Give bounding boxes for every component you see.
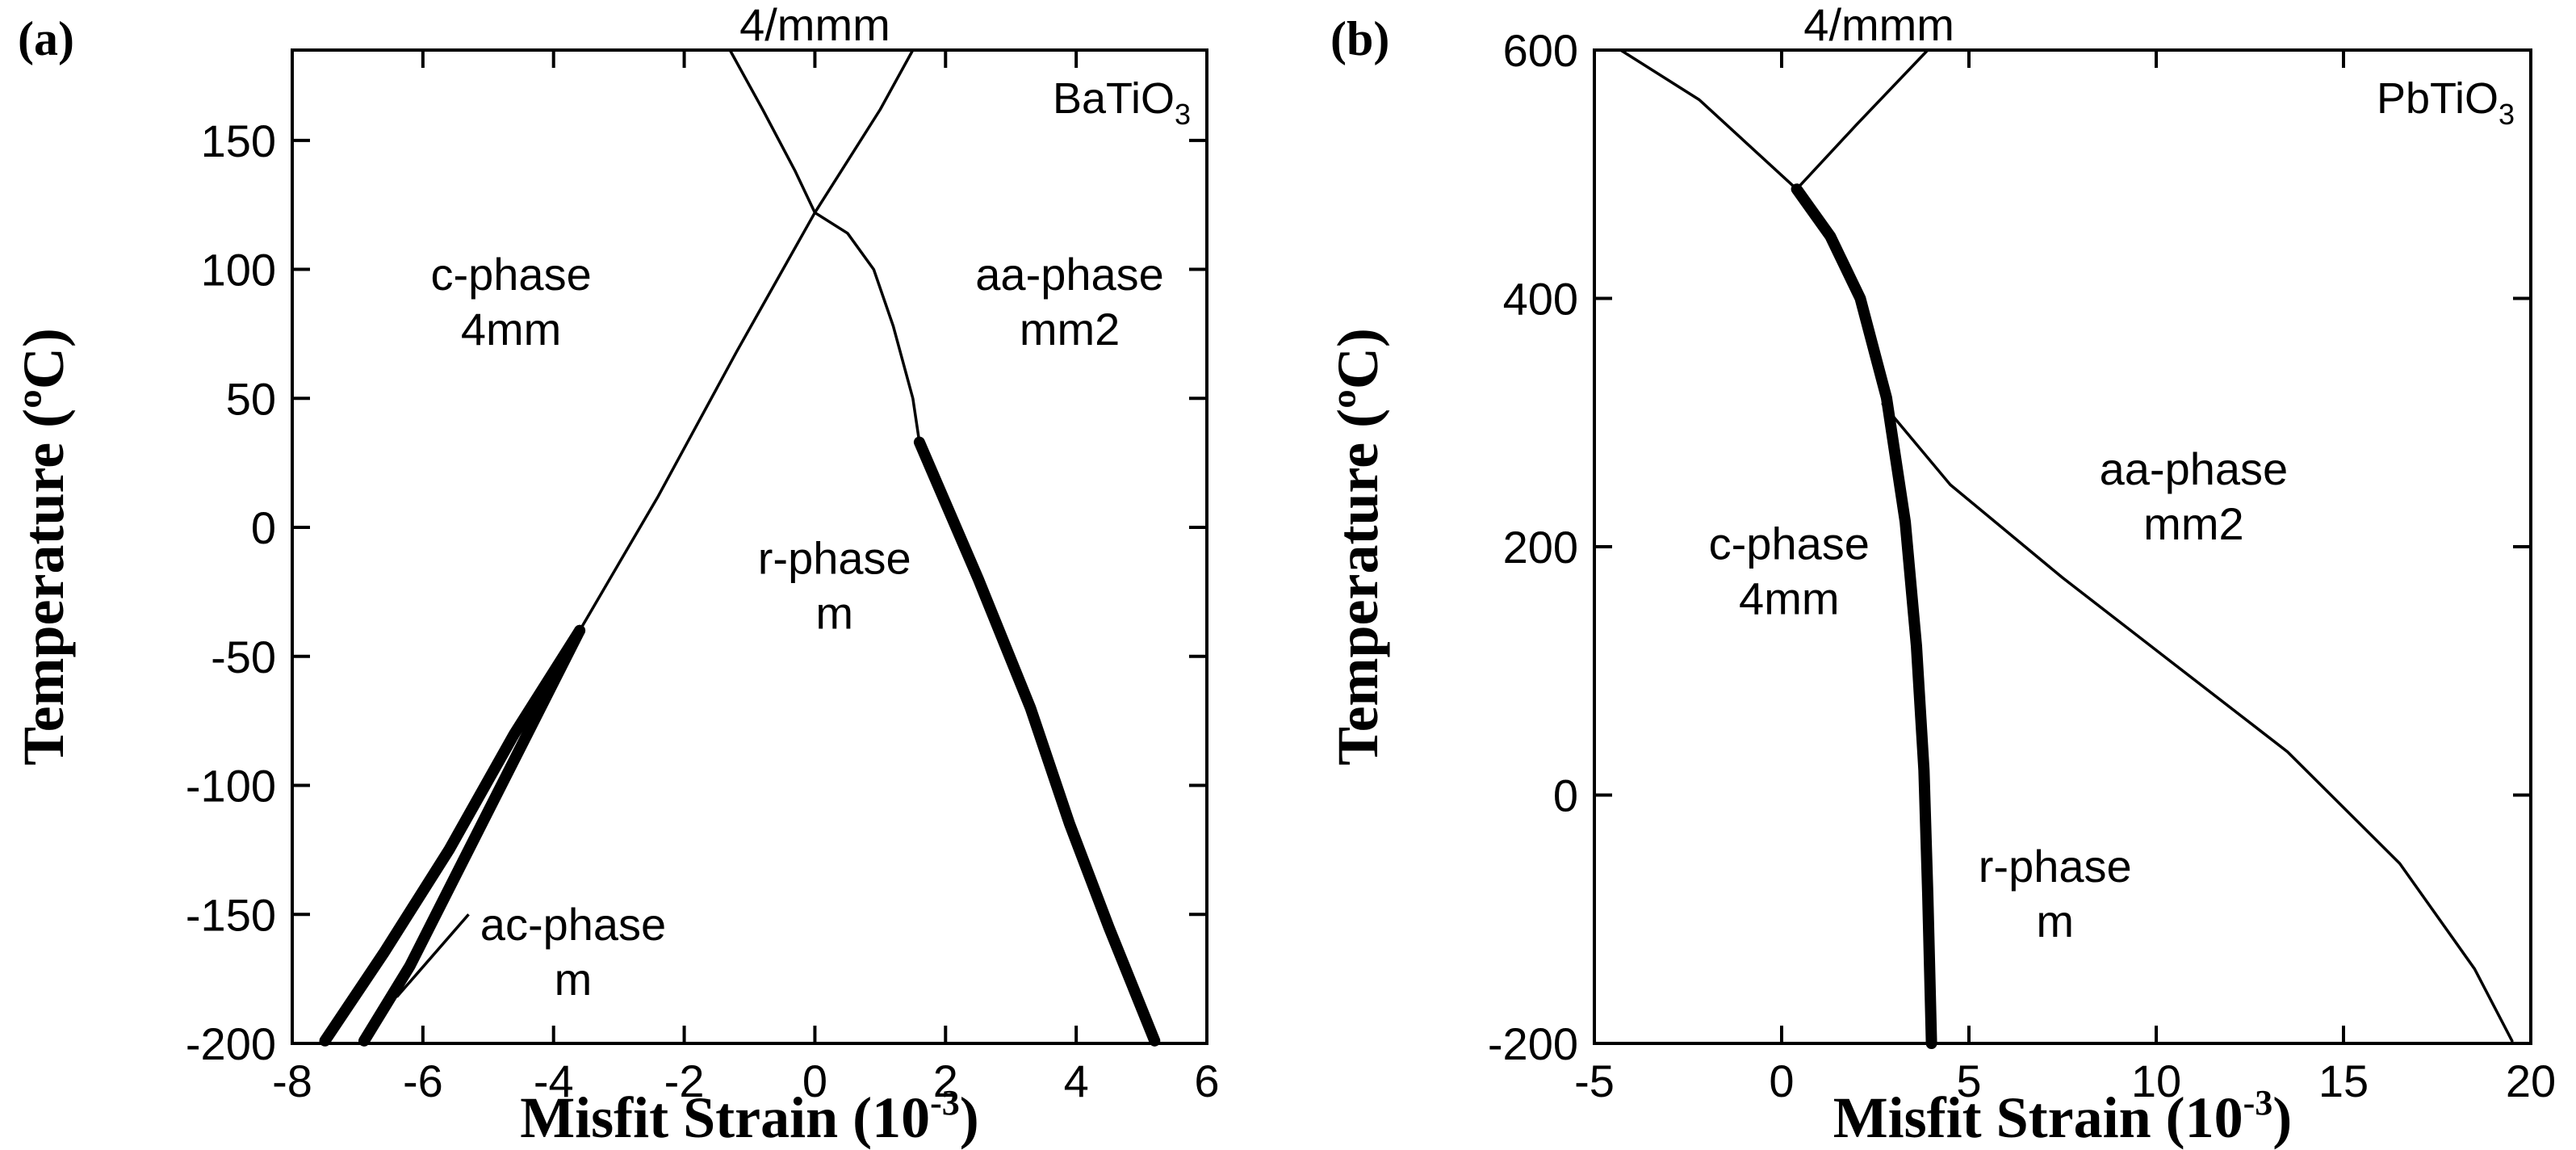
phase-region-name: aa-phase: [975, 249, 1164, 300]
y-tick-label: 0: [1553, 770, 1578, 821]
y-tick-label: -100: [186, 761, 276, 812]
panel-label: (b): [1330, 12, 1389, 65]
phase-boundary-line: [1881, 402, 2514, 1043]
cubic-phase-label: 4/mmm: [739, 0, 890, 50]
x-tick-label: -8: [272, 1056, 312, 1106]
cubic-phase-label: 4/mmm: [1803, 0, 1954, 50]
phase-boundary-line: [358, 624, 586, 1047]
y-tick-label: 150: [201, 115, 276, 166]
y-tick-label: -200: [1488, 1018, 1578, 1069]
material-formula: PbTiO3: [2377, 74, 2515, 131]
y-tick-label: 200: [1503, 522, 1578, 573]
y-tick-label: -150: [186, 889, 276, 940]
phase-boundary-line: [319, 624, 586, 1047]
phase-region-symmetry: m: [555, 954, 593, 1005]
phase-boundary-line: [813, 211, 921, 444]
y-tick-label: 50: [226, 373, 276, 424]
phase-region-symmetry: m: [815, 588, 853, 639]
chart-panel-a: -8 -6 -4 -2 0 2 4 6 -200 -150 -100 -50 0 50 100 150 c-ph…: [11, 0, 1220, 1150]
x-tick-label: 6: [1194, 1056, 1219, 1106]
x-tick-label: 20: [2506, 1056, 2556, 1106]
x-tick-label: -2: [664, 1056, 705, 1106]
phase-boundary-line: [1795, 48, 1929, 191]
y-tick-label: 600: [1503, 25, 1578, 76]
phase-region-name: aa-phase: [2100, 443, 2289, 494]
x-tick-label: -4: [534, 1056, 574, 1106]
x-tick-label: 2: [933, 1056, 958, 1106]
phase-boundary-line: [1619, 48, 1799, 191]
y-tick-label: 400: [1503, 274, 1578, 325]
phase-region-symmetry: 4mm: [461, 304, 561, 355]
phase-region-symmetry: mm2: [2143, 498, 2243, 549]
panel-label: (a): [18, 12, 74, 65]
phase-region-symmetry: m: [2036, 896, 2074, 946]
y-tick-label: -50: [211, 632, 276, 682]
x-tick-label: 0: [1769, 1056, 1794, 1106]
callout-leader-line: [396, 913, 470, 998]
y-tick-label: 100: [201, 245, 276, 296]
x-tick-label: -5: [1574, 1056, 1615, 1106]
phase-region-name: r-phase: [758, 533, 911, 584]
phase-boundary-line: [913, 436, 1161, 1047]
y-axis-title: Temperature (ºC): [11, 328, 76, 766]
x-axis-title: Misfit Strain (10-3): [1833, 1083, 2293, 1150]
x-tick-label: 10: [2131, 1056, 2181, 1106]
x-axis-title: Misfit Strain (10-3): [520, 1083, 979, 1150]
plot-frame: [291, 48, 1208, 1045]
x-tick-label: 15: [2318, 1056, 2369, 1106]
phase-region-name: r-phase: [1979, 841, 2132, 892]
phase-boundary-line: [728, 48, 817, 215]
x-tick-label: -6: [403, 1056, 443, 1106]
y-tick-label: 0: [251, 502, 276, 553]
phase-region-name: c-phase: [430, 249, 591, 300]
phase-region-name: c-phase: [1709, 518, 1870, 569]
phase-boundary-line: [813, 48, 915, 215]
phase-region-symmetry: mm2: [1020, 304, 1120, 355]
phase-region-symmetry: 4mm: [1739, 573, 1839, 623]
phase-boundary-line: [1791, 183, 1937, 1049]
x-tick-label: 5: [1956, 1056, 1981, 1106]
phase-region-name: ac-phase: [480, 899, 666, 950]
x-tick-label: 0: [802, 1056, 827, 1106]
x-tick-label: 4: [1064, 1056, 1089, 1106]
y-tick-label: -200: [186, 1018, 276, 1069]
material-formula: BaTiO3: [1053, 74, 1191, 131]
phase-boundary-line: [578, 211, 817, 632]
y-axis-title: Temperature (ºC): [1326, 328, 1390, 766]
